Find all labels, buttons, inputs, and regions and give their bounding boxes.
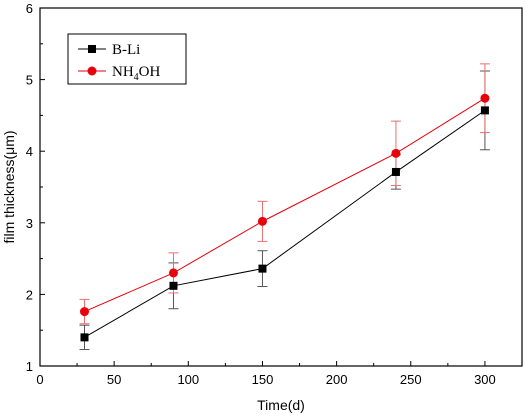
data-point-circle xyxy=(168,268,178,278)
x-tick-label: 150 xyxy=(252,372,274,387)
y-tick-label: 1 xyxy=(26,359,33,374)
data-point-square xyxy=(80,333,89,342)
legend-marker-square xyxy=(88,45,96,53)
series-line xyxy=(84,109,486,338)
y-tick-label: 3 xyxy=(26,216,33,231)
axis-tick-labels: 0 50 100 150 200 250 300 1 2 3 4 5 6 xyxy=(26,1,496,387)
data-point-circle xyxy=(391,148,401,158)
legend: B-Li NH4OH xyxy=(67,33,187,85)
y-tick-label: 5 xyxy=(26,73,33,88)
x-tick-label: 50 xyxy=(107,372,121,387)
legend-box xyxy=(67,33,187,85)
data-point-square xyxy=(169,281,178,290)
series-lines xyxy=(84,97,486,338)
data-point-square xyxy=(258,264,267,273)
x-axis-title: Time(d) xyxy=(257,397,305,413)
x-tick-label: 0 xyxy=(36,372,43,387)
data-markers xyxy=(79,93,490,342)
x-tick-label: 100 xyxy=(177,372,199,387)
y-axis-title: film thickness(μm) xyxy=(1,130,17,243)
x-tick-label: 250 xyxy=(400,372,422,387)
data-point-circle xyxy=(257,216,267,226)
y-tick-label: 4 xyxy=(26,144,33,159)
data-point-circle xyxy=(480,93,490,103)
x-tick-label: 200 xyxy=(326,372,348,387)
y-tick-label: 6 xyxy=(26,1,33,16)
error-bars xyxy=(79,63,490,351)
y-tick-label: 2 xyxy=(26,287,33,302)
plot-area-frame xyxy=(39,7,523,367)
legend-label: NH4OH xyxy=(112,64,161,83)
legend-label: B-Li xyxy=(112,42,140,58)
series-line xyxy=(84,97,486,313)
legend-marker-circle xyxy=(87,66,97,76)
data-point-circle xyxy=(79,307,89,317)
data-point-square xyxy=(480,106,489,115)
data-point-square xyxy=(391,167,400,176)
x-tick-label: 300 xyxy=(474,372,496,387)
